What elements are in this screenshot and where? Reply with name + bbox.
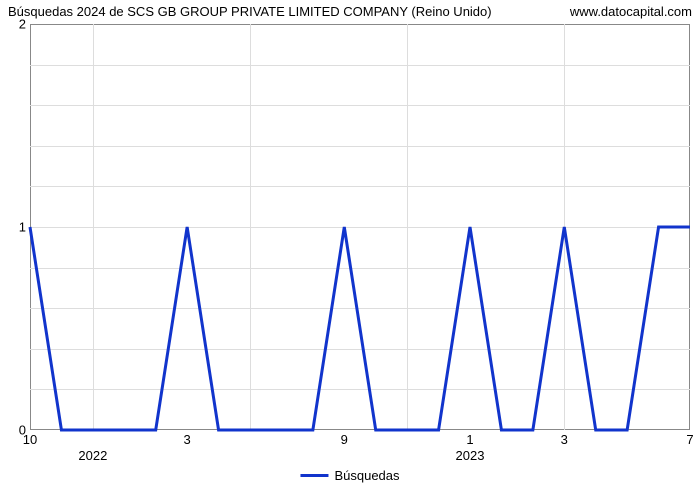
watermark: www.datocapital.com bbox=[570, 4, 692, 19]
y-tick-label: 1 bbox=[8, 220, 26, 235]
x-tick-label: 1 bbox=[466, 432, 473, 447]
x-tick-label: 9 bbox=[341, 432, 348, 447]
x-tick-label: 3 bbox=[561, 432, 568, 447]
y-tick-label: 2 bbox=[8, 17, 26, 32]
x-tick-label: 3 bbox=[184, 432, 191, 447]
legend: Búsquedas bbox=[300, 468, 399, 483]
x-tick-label: 7 bbox=[686, 432, 693, 447]
x-tick-year-label: 2022 bbox=[78, 448, 107, 463]
legend-label: Búsquedas bbox=[334, 468, 399, 483]
x-tick-year-label: 2023 bbox=[456, 448, 485, 463]
legend-swatch bbox=[300, 474, 328, 477]
chart-title: Búsquedas 2024 de SCS GB GROUP PRIVATE L… bbox=[8, 4, 492, 19]
line-series bbox=[30, 24, 690, 430]
x-tick-label: 10 bbox=[23, 432, 37, 447]
chart-container: Búsquedas 2024 de SCS GB GROUP PRIVATE L… bbox=[0, 0, 700, 500]
